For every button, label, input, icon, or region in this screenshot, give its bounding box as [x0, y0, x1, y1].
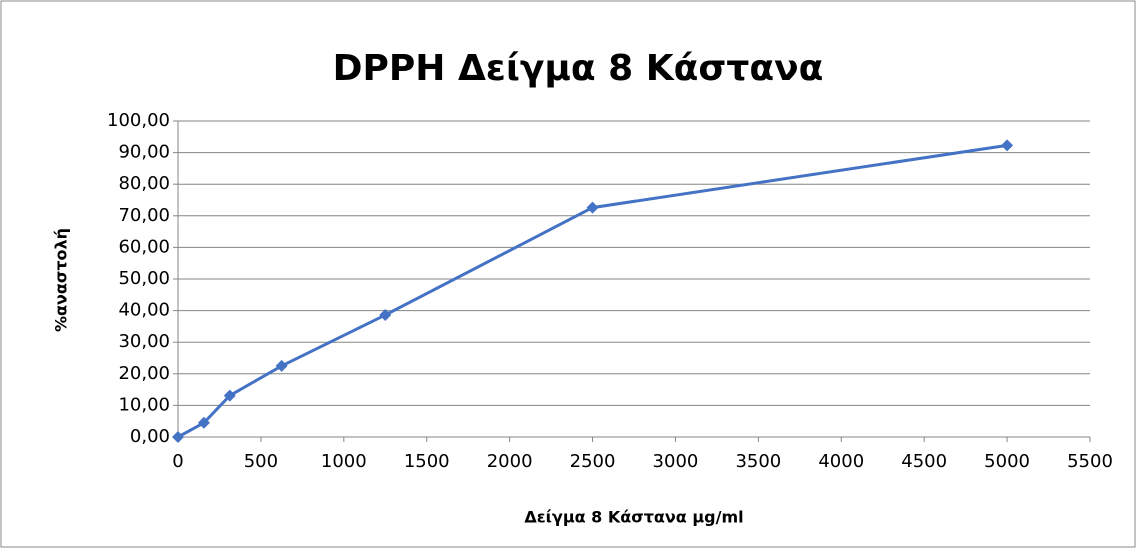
- data-point: [379, 309, 392, 322]
- y-tick-label: 70,00: [118, 205, 170, 226]
- x-tick-label: 3500: [735, 451, 781, 472]
- y-tick-label: 90,00: [118, 142, 170, 163]
- data-point: [172, 431, 184, 443]
- y-tick-label: 10,00: [118, 394, 170, 415]
- x-tick-label: 5500: [1067, 451, 1113, 472]
- data-point: [586, 201, 599, 214]
- x-tick-label: 5000: [984, 451, 1030, 472]
- x-tick-label: 4000: [818, 451, 864, 472]
- data-point: [275, 359, 288, 372]
- data-point: [223, 389, 236, 402]
- y-tick-label: 100,00: [107, 110, 170, 131]
- x-tick-label: 500: [244, 451, 278, 472]
- x-tick-label: 1000: [321, 451, 367, 472]
- x-tick-label: 4500: [901, 451, 947, 472]
- data-point: [1001, 139, 1014, 152]
- y-tick-label: 50,00: [118, 268, 170, 289]
- y-axis-label: %αναστολή: [52, 228, 71, 332]
- y-tick-label: 80,00: [118, 173, 170, 194]
- y-tick-label: 30,00: [118, 331, 170, 352]
- x-tick-label: 2000: [487, 451, 533, 472]
- data-point: [197, 416, 210, 429]
- x-tick-label: 2500: [570, 451, 616, 472]
- y-tick-label: 60,00: [118, 236, 170, 257]
- y-tick-label: 20,00: [118, 363, 170, 384]
- x-tick-label: 0: [172, 451, 183, 472]
- x-axis-label: Δείγμα 8 Κάστανα μg/ml: [524, 508, 743, 527]
- y-tick-label: 40,00: [118, 300, 170, 321]
- x-tick-label: 1500: [404, 451, 450, 472]
- x-tick-label: 3000: [653, 451, 699, 472]
- chart-title: DPPH Δείγμα 8 Κάστανα: [333, 48, 824, 89]
- y-tick-label: 0,00: [130, 426, 170, 447]
